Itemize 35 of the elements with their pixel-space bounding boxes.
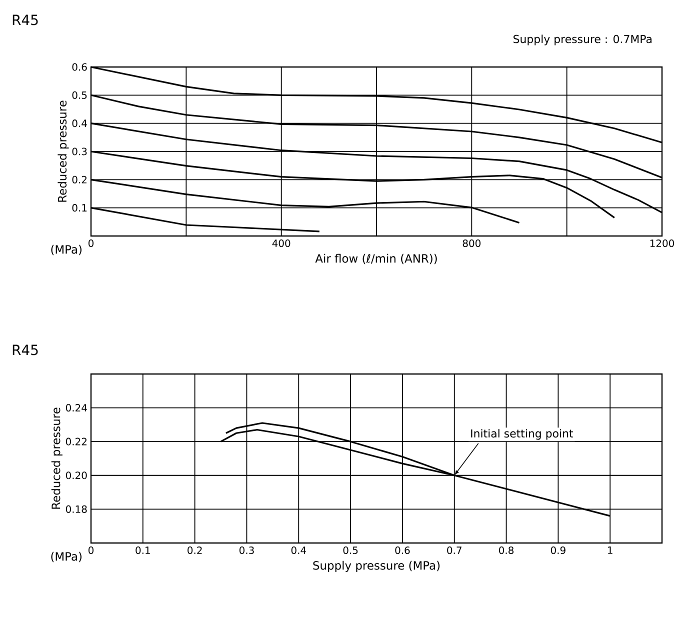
x-tick-label: 0: [88, 546, 94, 554]
y-tick-label: 0.5: [72, 91, 87, 99]
x-tick-label: 1200: [650, 239, 674, 248]
y-axis-title: Reduced pressure: [51, 408, 62, 509]
y-tick-label: 0.24: [66, 404, 87, 412]
y-tick-label: 0.2: [72, 176, 86, 184]
annotation: Initial setting point: [471, 429, 574, 440]
x-tick-label: 0.3: [239, 546, 254, 554]
x-tick-label: 800: [462, 239, 481, 248]
x-tick-label: 0.6: [395, 546, 410, 554]
x-axis-title: Supply pressure (MPa): [313, 560, 440, 572]
y-tick-label: 0.1: [72, 204, 87, 212]
chart-title: R45: [12, 344, 38, 356]
y-tick-label: 0.20: [66, 472, 87, 480]
x-tick-label: 0.5: [343, 546, 358, 554]
x-tick-label: 0.2: [188, 546, 202, 554]
y-axis-title: Reduced pressure: [58, 100, 69, 202]
text: (MPa): [51, 244, 82, 256]
x-tick-label: 0.9: [550, 546, 566, 554]
x-tick-label: 0: [88, 239, 94, 248]
chart-subtitle: Supply pressure : 0.7MPa: [514, 34, 652, 46]
x-tick-label: 0.4: [291, 546, 306, 554]
x-tick-label: 0.1: [136, 546, 150, 554]
text: (MPa): [51, 552, 82, 562]
y-tick-label: 0.18: [66, 505, 87, 513]
x-tick-label: 0.8: [499, 546, 514, 554]
x-tick-label: 400: [272, 239, 290, 248]
x-tick-label: 1: [608, 546, 612, 554]
x-tick-label: 0.7: [447, 546, 462, 554]
y-tick-label: 0.22: [66, 438, 86, 446]
y-tick-label: 0.3: [72, 148, 87, 156]
y-tick-label: 0.6: [72, 63, 87, 71]
x-axis-title: Air flow (ℓ/min (ANR)): [315, 254, 437, 264]
chart-title: R45: [12, 14, 38, 26]
y-tick-label: 0.4: [72, 120, 87, 128]
